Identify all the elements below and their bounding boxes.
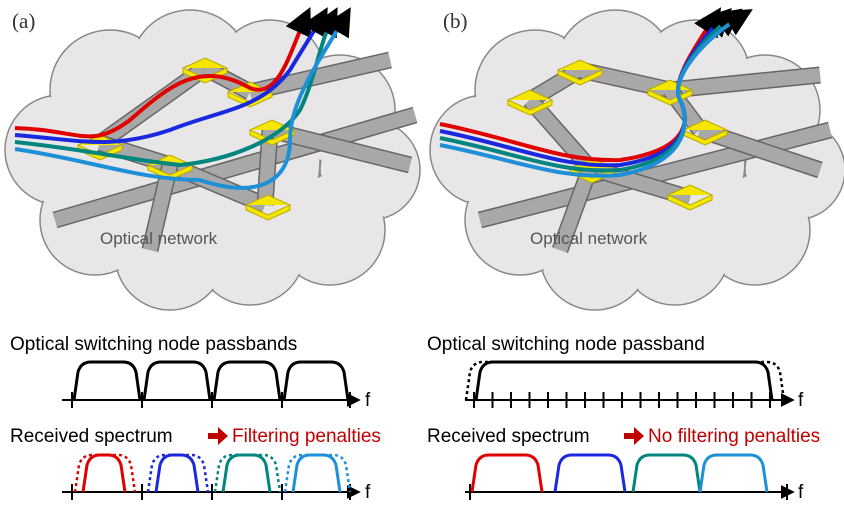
passband [282, 360, 350, 401]
passband [154, 453, 200, 493]
passband [698, 453, 769, 493]
lightpath [14, 6, 312, 139]
passband [553, 453, 627, 493]
network-label: Optical network [100, 229, 218, 248]
link [53, 108, 417, 227]
panel-label: (b) [443, 9, 468, 33]
axis-label: f [798, 390, 804, 411]
passband [221, 453, 272, 493]
network-label: Optical network [530, 229, 648, 248]
passband [470, 453, 544, 493]
spectrum-result: No filtering penalties [648, 426, 820, 447]
lightpath [439, 9, 753, 178]
switch-node [506, 89, 554, 116]
switch-node [244, 194, 292, 221]
axis-label: f [365, 390, 371, 411]
link [669, 68, 821, 97]
passband [72, 360, 142, 401]
artwork [4, 6, 844, 500]
passband [146, 453, 210, 493]
switch-node [556, 59, 604, 86]
lightpath [14, 7, 351, 190]
passband-title: Optical switching node passband [427, 334, 705, 355]
lightpath [14, 7, 328, 144]
axis-label: f [365, 482, 371, 503]
arrow [624, 427, 644, 445]
passband [464, 360, 786, 401]
passband [212, 360, 282, 401]
passband [474, 360, 774, 401]
link [553, 165, 597, 253]
switch-node [666, 184, 714, 211]
arrow [208, 427, 228, 445]
spectrum-title: Received spectrum [427, 426, 590, 447]
passband [73, 453, 137, 493]
passband [631, 453, 702, 493]
spectrum-result: Filtering penalties [232, 426, 381, 447]
passband [142, 360, 212, 401]
axis-label: f [798, 482, 804, 503]
spectrum-title: Received spectrum [10, 426, 173, 447]
panel-label: (a) [12, 9, 35, 33]
passband [291, 453, 342, 493]
passband-title: Optical switching node passbands [10, 334, 297, 355]
passband [81, 453, 127, 493]
